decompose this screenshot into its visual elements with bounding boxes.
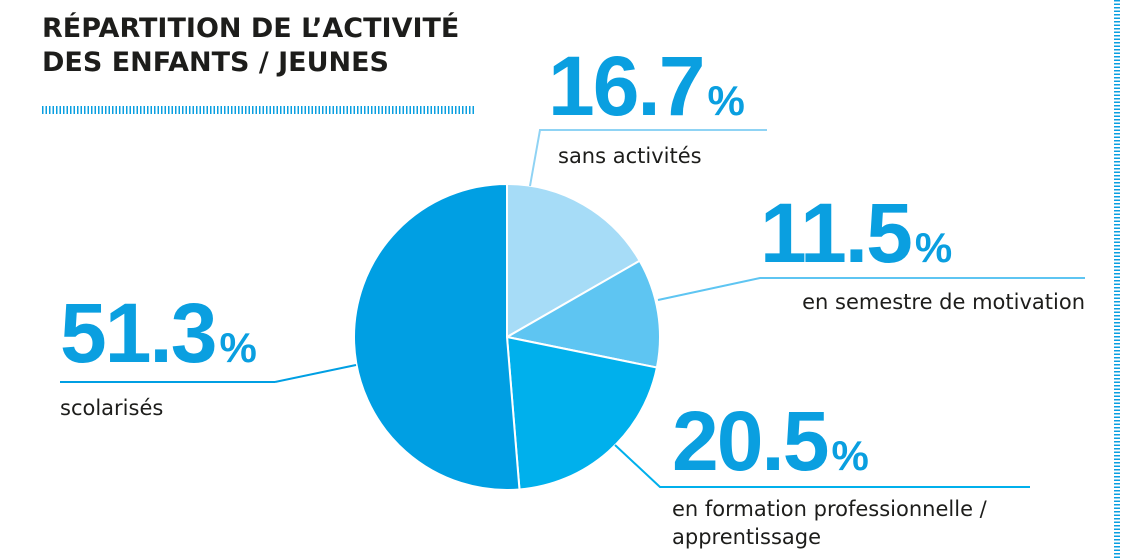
value-number: 16.7 bbox=[548, 39, 704, 133]
chart-title: RÉPARTITION DE L’ACTIVITÉ DES ENFANTS / … bbox=[42, 13, 460, 78]
pie-slice bbox=[506, 182, 642, 339]
leader-line bbox=[274, 364, 357, 383]
value-label: 20.5% bbox=[672, 394, 869, 488]
value-label: 11.5% bbox=[760, 186, 952, 280]
value-number: 51.3 bbox=[60, 286, 216, 380]
pie-slice bbox=[504, 259, 661, 369]
value-number: 20.5 bbox=[672, 394, 828, 488]
value-label: 51.3% bbox=[60, 286, 257, 380]
value-unit: % bbox=[708, 77, 745, 124]
value-label: 16.7% bbox=[548, 39, 745, 133]
value-number: 11.5 bbox=[760, 186, 911, 280]
pie-slice bbox=[353, 182, 521, 491]
value-unit: % bbox=[832, 432, 869, 479]
pie-slice bbox=[505, 335, 659, 491]
category-label: en semestre de motivation bbox=[802, 290, 1085, 314]
category-label: scolarisés bbox=[60, 396, 164, 420]
value-unit: % bbox=[220, 324, 257, 371]
category-label: en formation professionnelle / apprentis… bbox=[672, 497, 987, 549]
category-label: sans activités bbox=[558, 144, 702, 168]
value-unit: % bbox=[915, 224, 952, 271]
